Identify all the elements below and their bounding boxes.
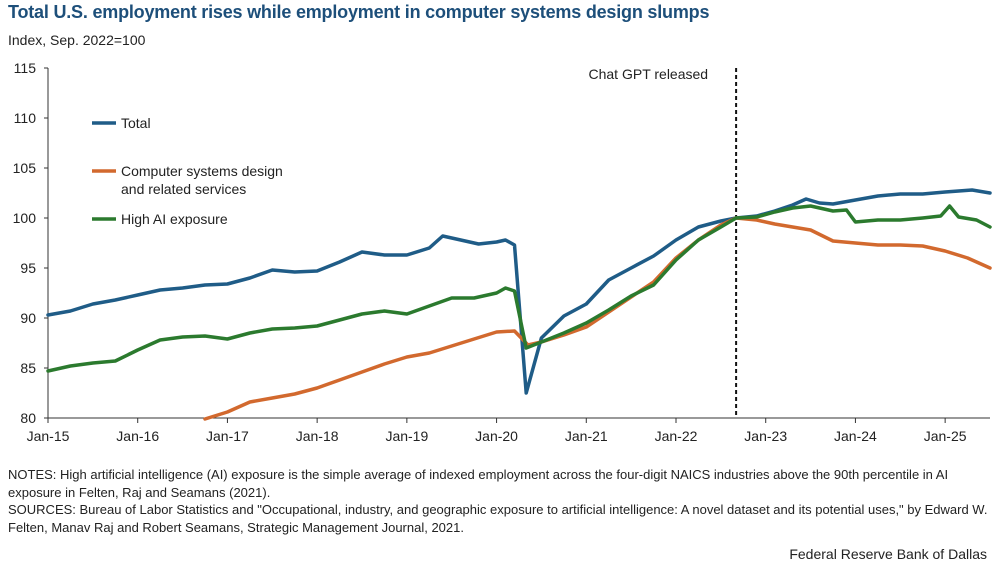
chatgpt-release-label: Chat GPT released bbox=[589, 66, 709, 82]
source-credit: Federal Reserve Bank of Dallas bbox=[789, 546, 987, 562]
y-tick-label: 90 bbox=[20, 310, 36, 326]
x-tick-label: Jan-19 bbox=[385, 428, 428, 444]
y-tick-label: 105 bbox=[13, 160, 37, 176]
chart-title: Total U.S. employment rises while employ… bbox=[8, 2, 710, 22]
y-axis-unit-label: Index, Sep. 2022=100 bbox=[8, 32, 146, 48]
y-tick-label: 110 bbox=[14, 110, 37, 126]
legend-label-1: Computer systems design bbox=[121, 163, 283, 179]
sources-text: SOURCES: Bureau of Labor Statistics and … bbox=[8, 502, 988, 535]
legend-label-2: High AI exposure bbox=[121, 211, 228, 227]
notes-block: NOTES: High artificial intelligence (AI)… bbox=[8, 466, 988, 536]
y-tick-label: 85 bbox=[20, 360, 36, 376]
x-tick-label: Jan-15 bbox=[27, 428, 70, 444]
legend-label-1: and related services bbox=[121, 181, 246, 197]
x-tick-label: Jan-25 bbox=[924, 428, 967, 444]
y-tick-label: 100 bbox=[13, 210, 37, 226]
x-tick-label: Jan-17 bbox=[206, 428, 249, 444]
y-tick-label: 80 bbox=[20, 410, 36, 426]
legend-label-0: Total bbox=[121, 115, 151, 131]
series-line-1 bbox=[203, 216, 992, 421]
y-tick-label: 115 bbox=[14, 60, 37, 76]
x-tick-label: Jan-18 bbox=[296, 428, 339, 444]
x-tick-label: Jan-22 bbox=[655, 428, 698, 444]
y-tick-label: 95 bbox=[20, 260, 36, 276]
series-line-2 bbox=[46, 204, 992, 373]
x-tick-label: Jan-23 bbox=[744, 428, 787, 444]
notes-text: NOTES: High artificial intelligence (AI)… bbox=[8, 467, 949, 500]
x-tick-label: Jan-16 bbox=[116, 428, 159, 444]
x-tick-label: Jan-20 bbox=[475, 428, 518, 444]
x-tick-label: Jan-21 bbox=[565, 428, 608, 444]
x-tick-label: Jan-24 bbox=[834, 428, 877, 444]
